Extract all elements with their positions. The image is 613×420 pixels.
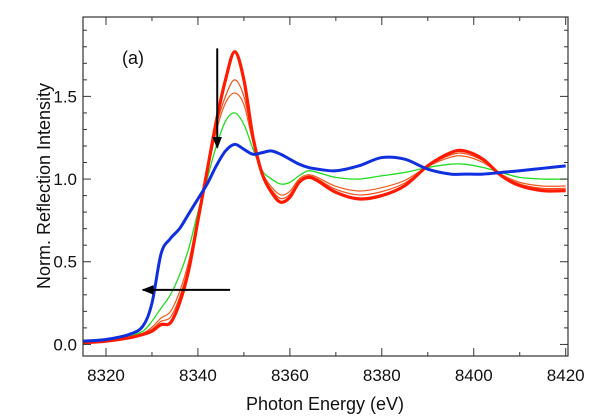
series-line-orange-2 xyxy=(83,79,566,344)
panel-label: (a) xyxy=(122,48,144,68)
x-tick-label: 8360 xyxy=(271,366,309,385)
series-line-red xyxy=(83,50,566,345)
plot-frame xyxy=(82,16,569,357)
y-tick-label: 0.5 xyxy=(53,253,77,272)
x-tick-label: 8400 xyxy=(455,366,493,385)
y-axis-title: Norm. Reflection Intensity xyxy=(34,83,54,289)
y-tick-label: 0.0 xyxy=(53,335,77,354)
x-axis-title: Photon Energy (eV) xyxy=(246,394,404,414)
y-tick-label: 1.5 xyxy=(53,87,77,106)
x-tick-label: 8380 xyxy=(363,366,401,385)
x-tick-label: 8320 xyxy=(87,366,125,385)
series-line-green xyxy=(83,112,566,343)
x-tick-label: 8340 xyxy=(179,366,217,385)
series-line-blue xyxy=(83,142,566,343)
series-line-orange-1 xyxy=(83,92,566,344)
x-tick-label: 8420 xyxy=(547,366,585,385)
y-tick-label: 1.0 xyxy=(53,170,77,189)
